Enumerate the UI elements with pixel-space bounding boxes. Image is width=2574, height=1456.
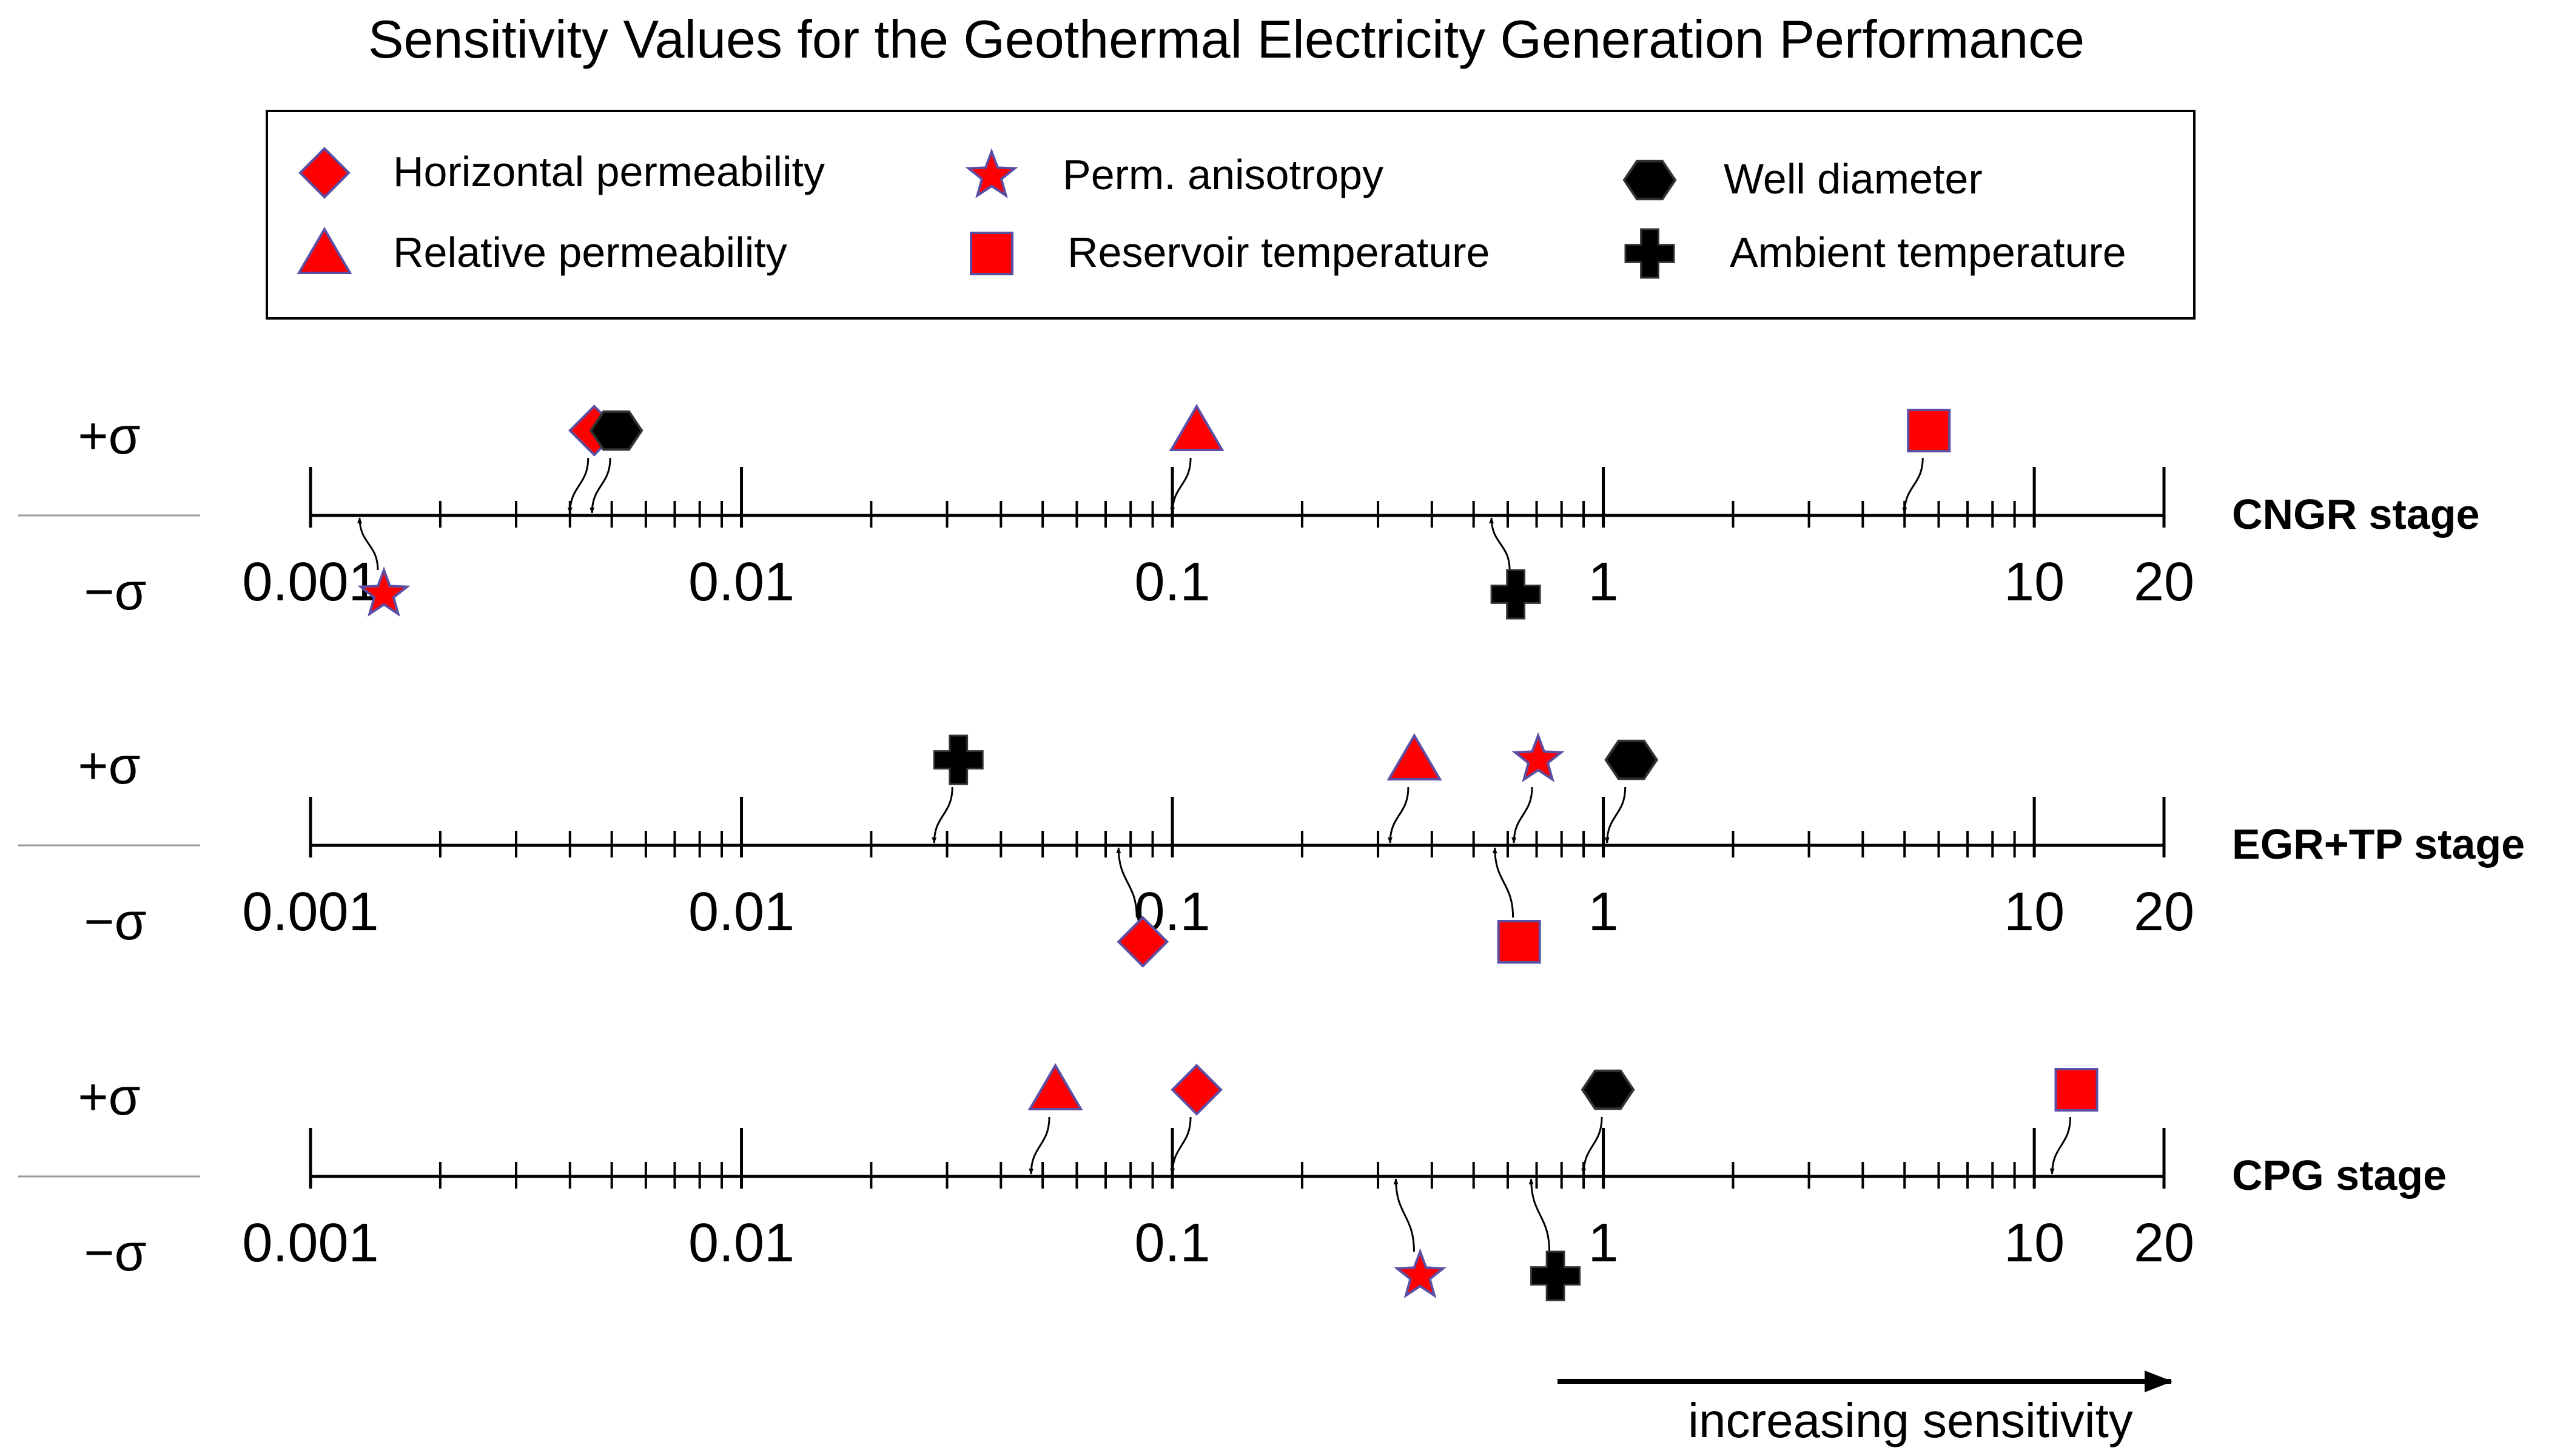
stage-0: +σ −σ 0.001 0.01 0.1 1 10 20 CNGR stage <box>18 404 2479 621</box>
legend-marker-wd <box>1622 159 1677 201</box>
point-hp <box>1171 1064 1223 1116</box>
point-rt <box>1907 409 1951 452</box>
tick-label: 0.001 <box>242 1213 378 1273</box>
tick-label: 0.01 <box>688 882 795 942</box>
connector-arrow <box>1170 457 1192 514</box>
tick-label: 20 <box>2134 1213 2194 1273</box>
tick-label: 1 <box>1588 1213 1619 1273</box>
tick-label: 10 <box>2004 882 2065 942</box>
tick-label: 0.01 <box>688 1213 795 1273</box>
legend-marker-at <box>1624 228 1675 279</box>
point-pa <box>1511 732 1565 783</box>
connector-arrow <box>1581 1116 1603 1175</box>
tick-label: 20 <box>2134 882 2194 942</box>
point-at <box>1530 1250 1581 1301</box>
stages: +σ −σ 0.001 0.01 0.1 1 10 20 CNGR stage +σ −σ 0.001… <box>18 404 2525 1301</box>
tick-label: 20 <box>2134 552 2194 612</box>
tick-label: 0.01 <box>688 552 795 612</box>
point-pa <box>357 566 411 617</box>
point-at <box>933 734 984 785</box>
stage-2: +σ −σ 0.001 0.01 0.1 1 10 20 CPG stage <box>18 1063 2447 1301</box>
connector-arrow <box>357 517 379 571</box>
point-pa <box>1393 1248 1447 1299</box>
legend-label-rt: Reservoir temperature <box>1067 229 1490 276</box>
connector-arrow <box>1116 847 1138 918</box>
connector-arrow <box>1393 1178 1415 1252</box>
legend-label-pa: Perm. anisotropy <box>1063 151 1383 198</box>
legend-marker-hp <box>298 147 351 199</box>
point-hp <box>1117 916 1169 968</box>
point-rt <box>1497 920 1541 964</box>
plus-sigma-label: +σ <box>78 737 140 795</box>
connector-arrow <box>1604 787 1627 844</box>
connector-arrow <box>590 457 611 514</box>
point-wd <box>1581 1069 1635 1110</box>
legend-box <box>266 110 2196 320</box>
legend-label-wd: Well diameter <box>1724 155 1983 203</box>
legend: Horizontal permeability Relative permeabi… <box>266 110 2196 320</box>
connector-arrow <box>1492 847 1514 918</box>
legend-label-rp: Relative permeability <box>393 229 787 276</box>
stage-label: CPG stage <box>2232 1152 2447 1199</box>
point-rp <box>1386 733 1442 780</box>
connector-arrow <box>1387 787 1410 844</box>
connector-arrow <box>1528 1178 1551 1252</box>
point-wd <box>589 410 644 451</box>
plus-sigma-label: +σ <box>78 407 140 465</box>
legend-marker-rp <box>297 227 352 274</box>
tick-label: 1 <box>1588 882 1619 942</box>
legend-label-at: Ambient temperature <box>1730 229 2126 276</box>
connector-arrow <box>932 787 953 844</box>
connector-arrow <box>1511 787 1533 844</box>
tick-label: 0.001 <box>242 552 378 612</box>
connector-arrow <box>1170 1116 1192 1175</box>
legend-marker-rt <box>970 232 1013 275</box>
minus-sigma-label: −σ <box>84 1224 146 1282</box>
plus-sigma-label: +σ <box>78 1068 140 1126</box>
stage-label: EGR+TP stage <box>2232 820 2525 868</box>
point-wd <box>1604 739 1659 780</box>
increasing-sensitivity-arrow: increasing sensitivity <box>1558 1370 2172 1448</box>
point-rp <box>1169 404 1225 451</box>
point-rp <box>1027 1063 1083 1110</box>
chart-title: Sensitivity Values for the Geothermal El… <box>368 9 2085 69</box>
connector-arrow <box>567 457 590 514</box>
tick-label: 10 <box>2004 552 2065 612</box>
point-rt <box>2054 1068 2099 1112</box>
stage-label: CNGR stage <box>2232 491 2479 538</box>
connector-arrow <box>1902 457 1924 514</box>
arrow-label: increasing sensitivity <box>1688 1394 2133 1448</box>
legend-label-hp: Horizontal permeability <box>393 148 825 195</box>
connector-arrow <box>1489 517 1511 571</box>
connector-arrow <box>2049 1116 2072 1175</box>
tick-label: 10 <box>2004 1213 2065 1273</box>
tick-label: 0.1 <box>1134 1213 1210 1273</box>
tick-label: 0.001 <box>242 882 378 942</box>
tick-label: 1 <box>1588 552 1619 612</box>
connector-arrow <box>1029 1116 1050 1175</box>
minus-sigma-label: −σ <box>84 893 146 951</box>
tick-label: 0.1 <box>1134 552 1210 612</box>
legend-marker-pa <box>965 148 1018 199</box>
point-at <box>1490 569 1541 620</box>
minus-sigma-label: −σ <box>84 563 146 621</box>
